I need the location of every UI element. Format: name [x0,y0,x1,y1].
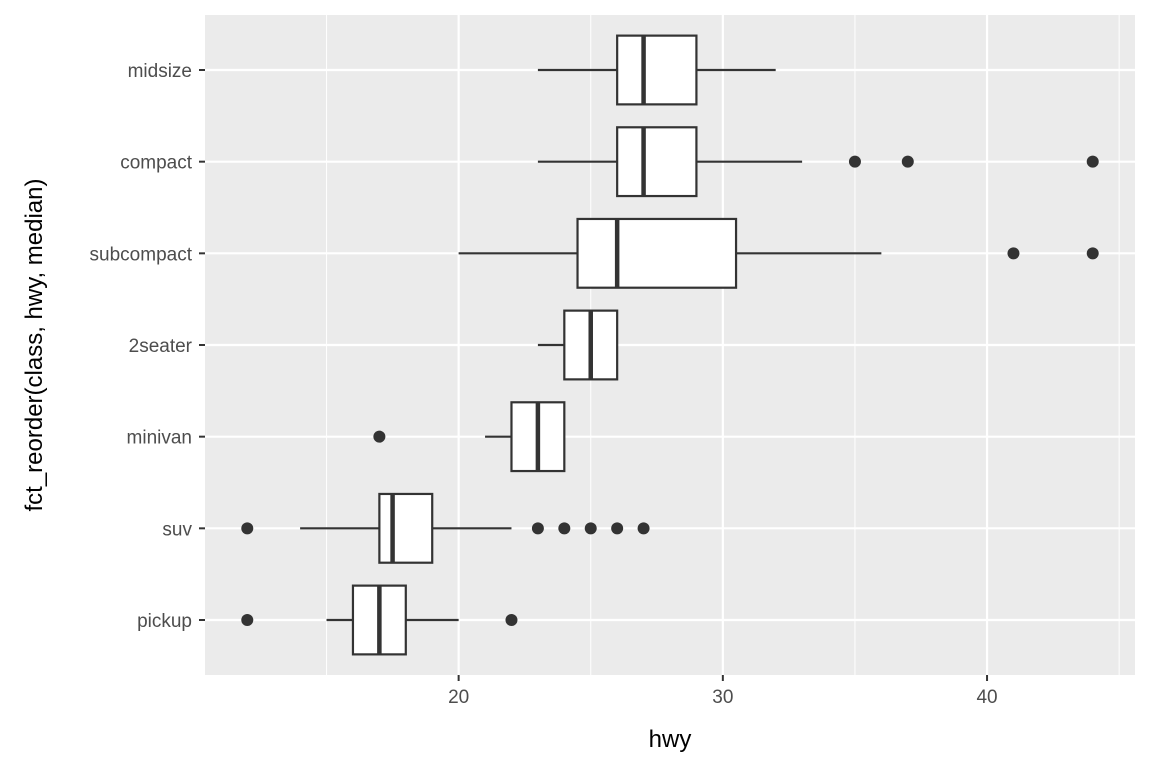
y-tick-label: subcompact [90,244,193,265]
box-minivan [373,401,566,473]
y-tick-label: suv [162,519,192,540]
box-pickup [241,584,518,656]
y-tick-label: compact [120,153,193,174]
outlier-point [241,614,254,626]
outlier-point [584,522,597,535]
x-tick-label: 20 [448,687,469,708]
boxes [241,34,1099,656]
outlier-point [1086,247,1099,260]
iqr-box [576,217,738,289]
x-axis-title: hwy [649,726,692,753]
outlier-point [558,522,571,535]
y-tick-label: midsize [128,61,192,82]
outlier-point [1086,155,1099,168]
outlier-point [241,522,254,535]
box-compact [537,126,1099,198]
y-tick-label: pickup [137,611,192,632]
y-axis-title: fct_reorder(class, hwy, median) [21,179,48,512]
outlier-point [505,614,518,626]
box-2seater [537,309,619,381]
box-subcompact [458,217,1099,289]
axes: 20 30 40 midsize compact subcompact 2seater min… [90,61,998,708]
outlier-point [373,430,386,443]
outlier-point [637,522,650,535]
y-tick-label: minivan [127,428,192,449]
outlier-point [848,155,861,168]
x-tick-label: 30 [712,687,733,708]
outlier-point [901,155,914,168]
y-tick-label: 2seater [129,336,193,357]
outlier-point [1007,247,1020,260]
box-midsize [537,34,776,106]
box-suv [241,492,650,564]
iqr-box [616,126,698,198]
outlier-point [611,522,624,535]
iqr-box [616,34,698,106]
x-tick-label: 40 [976,687,997,708]
iqr-box [378,492,434,564]
outlier-point [531,522,544,535]
